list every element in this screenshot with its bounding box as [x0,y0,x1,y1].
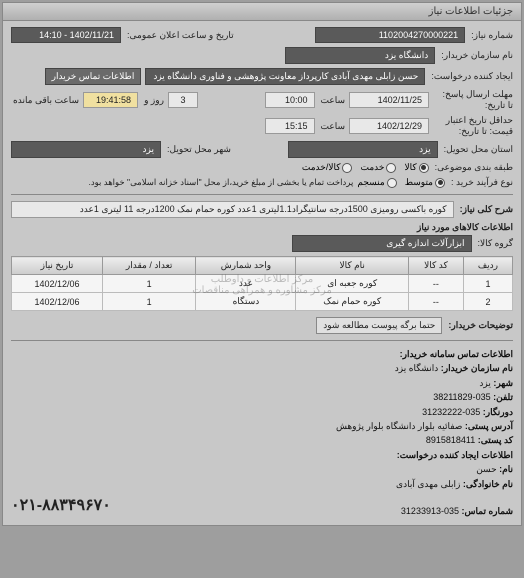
goods-table-wrap: ردیف کد کالا نام کالا واحد شمارش تعداد /… [11,256,513,311]
keywords: کوره باکسی رومیزی 1500درجه سانتیگراد1.1ل… [11,201,454,218]
goods-section-title: اطلاعات کالاهای مورد نیاز [11,222,513,233]
fax-label: دورنگار: [483,407,513,417]
table-row[interactable]: 1 -- کوره جعبه ای عدد 1 1402/12/06 [12,275,513,293]
budget-radio-group: کالا خدمت کالا/خدمت [302,162,429,173]
radio-icon [342,163,352,173]
time-label-2: ساعت [321,121,346,132]
radio-icon [419,163,429,173]
deadline-label: مهلت ارسال پاسخ: تا تاریخ: [435,89,513,111]
goods-table: ردیف کد کالا نام کالا واحد شمارش تعداد /… [11,256,513,311]
col-name: نام کالا [296,257,408,275]
announce-datetime: 1402/11/21 - 14:10 [11,27,121,43]
ccity: یزد [479,378,490,388]
col-date: تاریخ نیاز [12,257,103,275]
creator-contact-title: اطلاعات ایجاد کننده درخواست: [397,450,513,460]
province-label: استان محل تحویل: [444,144,513,155]
contact-block: اطلاعات تماس سامانه خریدار: نام سازمان خ… [11,347,513,519]
table-header-row: ردیف کد کالا نام کالا واحد شمارش تعداد /… [12,257,513,275]
radio-icon [386,163,396,173]
table-row[interactable]: 2 -- کوره حمام نمک دستگاه 1 1402/12/06 [12,293,513,311]
province: یزد [288,141,438,158]
buyer-contact-button[interactable]: اطلاعات تماس خریدار [45,68,142,85]
validity-time: 15:15 [265,118,315,134]
creator-name: حسن زابلی مهدی آبادی کارپرداز معاونت پژو… [145,68,425,85]
request-number: 1102004270000221 [315,27,465,43]
cname-label: نام: [499,464,513,474]
ctel: 035-31233913 [401,506,459,516]
separator [11,194,513,195]
proc-option-0[interactable]: متوسط [405,177,445,188]
ctel-label: شماره تماس: [462,506,513,516]
buyer-label: نام سازمان خریدار: [441,50,513,61]
buyer-note-label: توضیحات خریدار: [448,320,513,331]
validity-date: 1402/12/29 [349,118,429,134]
buyer-note: حتما برگه پیوست مطالعه شود [316,317,442,334]
support-phone: ۰۲۱-۸۸۳۴۹۶۷۰ [11,493,111,519]
col-qty: تعداد / مقدار [102,257,195,275]
proc-option-1[interactable]: منسجم [357,177,396,188]
budget-label: طبقه بندی موضوعی: [435,162,513,173]
fax: 035-31232222 [422,407,480,417]
tel-label: تلفن: [493,392,513,402]
col-unit: واحد شمارش [196,257,296,275]
cname: حسن [476,464,496,474]
col-code: کد کالا [408,257,463,275]
creator-label: ایجاد کننده درخواست: [431,71,513,82]
proc-label: نوع فرآیند خرید : [451,177,513,188]
org: دانشگاه یزد [395,363,438,373]
post-label: کد پستی: [478,435,513,445]
announce-label: تاریخ و ساعت اعلان عمومی: [127,30,234,41]
time-remaining: 19:41:58 [83,92,138,108]
budget-option-2[interactable]: کالا/خدمت [302,162,353,173]
org-label: نام سازمان خریدار: [441,363,513,373]
col-row: ردیف [463,257,512,275]
city: یزد [11,141,161,158]
panel-body: شماره نیاز: 1102004270000221 تاریخ و ساع… [3,21,521,525]
validity-label: حداقل تاریخ اعتبار قیمت: تا تاریخ: [435,115,513,137]
radio-icon [435,178,445,188]
proc-note: پرداخت تمام یا بخشی از مبلغ خرید،از محل … [88,177,353,188]
city-label: شهر محل تحویل: [167,144,231,155]
clname-label: نام خانوادگی: [463,479,513,489]
number-label: شماره نیاز: [471,30,513,41]
addr-label: آدرس پستی: [465,421,513,431]
separator [11,340,513,341]
time-label-1: ساعت [321,95,346,106]
clname: زابلی مهدی آبادی [396,479,460,489]
contact-title: اطلاعات تماس سامانه خریدار: [400,349,513,359]
proc-radio-group: متوسط منسجم [357,177,445,188]
days-label: روز و [144,95,164,106]
deadline-time: 10:00 [265,92,315,108]
buyer-name: دانشگاه یزد [285,47,435,64]
radio-icon [387,178,397,188]
tel: 035-38211829 [433,392,490,402]
keywords-label: شرح کلی نیاز: [460,204,513,215]
goods-group: ابزارآلات اندازه گیری [292,235,472,252]
group-label: گروه کالا: [478,238,513,249]
panel-title: جزئیات اطلاعات نیاز [3,3,521,21]
post: 8915818411 [426,435,475,445]
ccity-label: شهر: [493,378,513,388]
request-details-panel: جزئیات اطلاعات نیاز شماره نیاز: 11020042… [2,2,522,526]
budget-option-0[interactable]: کالا [404,162,428,173]
time-remain-label: ساعت باقی مانده [13,95,79,106]
days-remaining: 3 [168,92,198,108]
addr: صفائیه بلوار دانشگاه بلوار پژوهش [336,421,462,431]
deadline-date: 1402/11/25 [349,92,429,108]
budget-option-1[interactable]: خدمت [360,162,396,173]
